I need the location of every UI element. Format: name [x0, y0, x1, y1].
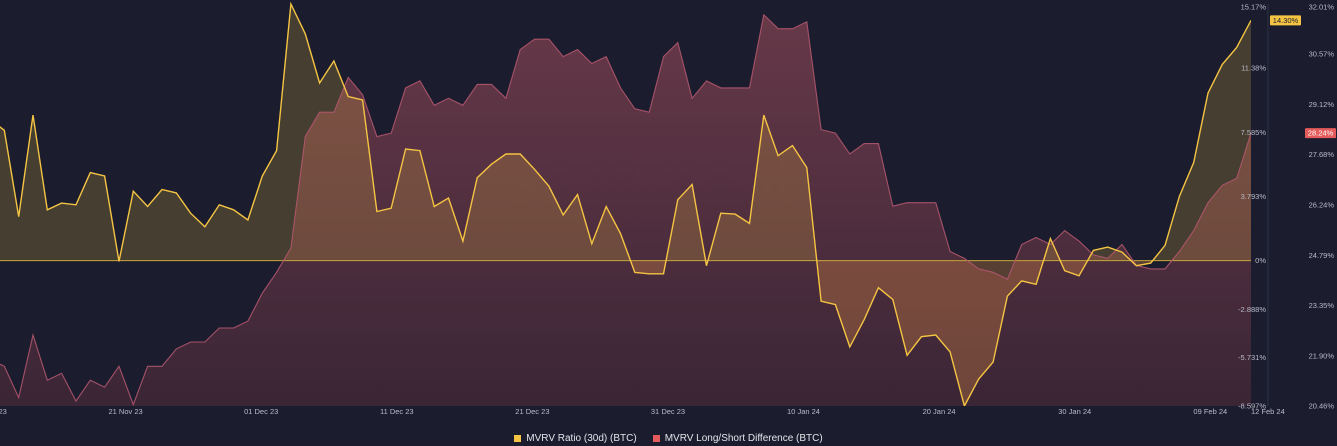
plot-area [0, 1, 1251, 406]
x-axis: 11 Nov 23 21 Nov 23 01 Dec 23 11 Dec 23 21 D… [0, 407, 1285, 416]
right-axis-tick: 20.46% [1309, 402, 1335, 411]
legend-item-longshort[interactable]: MVRV Long/Short Difference (BTC) [652, 432, 823, 444]
right-axis-tick: 30.57% [1309, 50, 1335, 59]
right-axis-tick: 26.24% [1309, 200, 1335, 209]
mvrv-value-badge: 14.30% [1270, 15, 1301, 26]
left-axis-tick: 11.38% [1241, 64, 1266, 73]
x-axis-tick: 20 Jan 24 [923, 407, 956, 416]
right-axis-tick: 23.35% [1309, 301, 1335, 310]
left-axis-tick: 7.585% [1241, 128, 1267, 137]
right-axis-tick: 24.79% [1309, 251, 1335, 260]
x-axis-tick: 10 Jan 24 [787, 407, 820, 416]
left-axis-tick: -2.888% [1238, 305, 1266, 314]
legend-label-longshort: MVRV Long/Short Difference (BTC) [664, 432, 823, 444]
right-axis-tick: 32.01% [1309, 3, 1335, 12]
x-axis-tick: 30 Jan 24 [1058, 407, 1091, 416]
x-axis-tick: 12 Feb 24 [1251, 407, 1285, 416]
right-axis: 32.01% 30.57% 29.12% 27.68% 26.24% 24.79% 23.3… [1309, 3, 1335, 411]
left-axis-tick: -5.731% [1238, 353, 1266, 362]
left-axis-tick: 0% [1255, 256, 1266, 265]
left-axis-tick: -8.597% [1238, 402, 1266, 411]
legend: MVRV Ratio (30d) (BTC) MVRV Long/Short D… [0, 430, 1337, 446]
legend-label-mvrv: MVRV Ratio (30d) (BTC) [526, 432, 637, 444]
right-axis-tick: 21.90% [1309, 351, 1335, 360]
x-axis-tick: 31 Dec 23 [651, 407, 685, 416]
legend-item-mvrv[interactable]: MVRV Ratio (30d) (BTC) [514, 432, 637, 444]
x-axis-tick: 09 Feb 24 [1193, 407, 1227, 416]
longshort-area [0, 14, 1251, 406]
left-axis-tick: 3.793% [1241, 192, 1267, 201]
mvrv-area-positive [0, 4, 1251, 261]
left-axis-tick: 15.17% [1241, 3, 1267, 12]
right-axis-tick: 27.68% [1309, 150, 1335, 159]
mvrv-swatch [514, 434, 522, 442]
x-axis-tick: 21 Nov 23 [108, 407, 142, 416]
left-axis: 15.17% 11.38% 7.585% 3.793% 0% -2.888% -5.731%… [1238, 3, 1266, 411]
x-axis-tick: 01 Dec 23 [244, 407, 278, 416]
longshort-swatch [652, 434, 660, 442]
x-axis-tick: 21 Dec 23 [515, 407, 549, 416]
right-axis-tick: 29.12% [1309, 100, 1335, 109]
longshort-line [0, 13, 1251, 406]
x-axis-tick: 11 Dec 23 [380, 407, 414, 416]
mvrv-area-negative [0, 260, 1251, 406]
longshort-value-badge: 28.24% [1305, 128, 1336, 139]
x-axis-tick: 11 Nov 23 [0, 407, 7, 416]
mvrv-line [0, 1, 1251, 406]
svg-text:28.24%: 28.24% [1308, 129, 1334, 138]
svg-text:14.30%: 14.30% [1273, 16, 1299, 25]
